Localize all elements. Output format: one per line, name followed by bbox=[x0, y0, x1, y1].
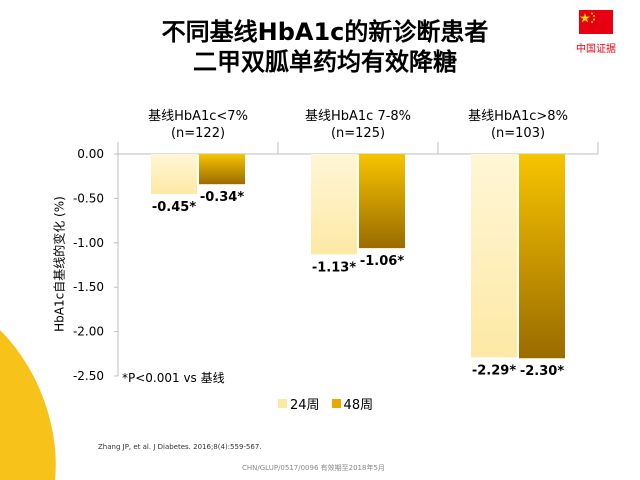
bar-24-group2 bbox=[311, 154, 357, 255]
legend-label-24: 24周 bbox=[290, 398, 320, 413]
data-label-48-group1: -0.34* bbox=[200, 190, 244, 205]
group-label-3: 基线HbA1c>8% (n=103) bbox=[468, 109, 568, 141]
legend-item-24: 24周 bbox=[278, 394, 320, 413]
significance-footnote: *P<0.001 vs 基线 bbox=[122, 371, 225, 385]
data-label-24-group1: -0.45* bbox=[152, 200, 196, 215]
legend-swatch-48 bbox=[331, 399, 341, 408]
y-tick-label: -2.00 bbox=[73, 325, 104, 339]
bar-24-group1 bbox=[151, 154, 197, 194]
citation: Zhang JP, et al. J Diabetes. 2016;8(4):5… bbox=[98, 443, 262, 451]
page-title-line1: 不同基线HbA1c的新诊断患者 bbox=[161, 18, 489, 46]
page-title-line2: 二甲双胍单药均有效降糖 bbox=[193, 48, 457, 76]
bar-48-group2 bbox=[359, 154, 405, 249]
document-code: CHN/GLUP/0517/0096 有效期至2018年5月 bbox=[242, 464, 385, 472]
y-tick-label: -0.50 bbox=[73, 191, 104, 205]
bar-48-group1 bbox=[199, 154, 245, 185]
bar-24-group3 bbox=[471, 154, 517, 358]
bar-48-group3 bbox=[519, 154, 565, 359]
legend-swatch-24 bbox=[278, 399, 287, 408]
chart-legend: 24周 48周 bbox=[278, 394, 385, 413]
legend-label-48: 48周 bbox=[343, 398, 374, 413]
flag-label: 中国证据 bbox=[576, 44, 616, 55]
data-label-24-group3: -2.29* bbox=[472, 363, 516, 378]
y-tick-label: -1.50 bbox=[73, 280, 104, 294]
y-axis-label: HbA1c自基线的变化 (%) bbox=[52, 196, 67, 332]
china-evidence-badge: 中国证据 bbox=[568, 10, 624, 55]
y-tick-label: -1.00 bbox=[73, 236, 104, 250]
data-label-48-group3: -2.30* bbox=[520, 364, 564, 379]
y-tick-label: 0.00 bbox=[77, 147, 104, 161]
data-label-48-group2: -1.06* bbox=[360, 254, 404, 269]
data-label-24-group2: -1.13* bbox=[312, 260, 356, 275]
group-label-1: 基线HbA1c<7% (n=122) bbox=[148, 109, 248, 141]
legend-item-48: 48周 bbox=[331, 394, 374, 413]
china-flag-icon bbox=[579, 10, 613, 34]
y-tick-label: -2.50 bbox=[73, 369, 104, 383]
group-label-2: 基线HbA1c 7-8% (n=125) bbox=[304, 109, 412, 141]
